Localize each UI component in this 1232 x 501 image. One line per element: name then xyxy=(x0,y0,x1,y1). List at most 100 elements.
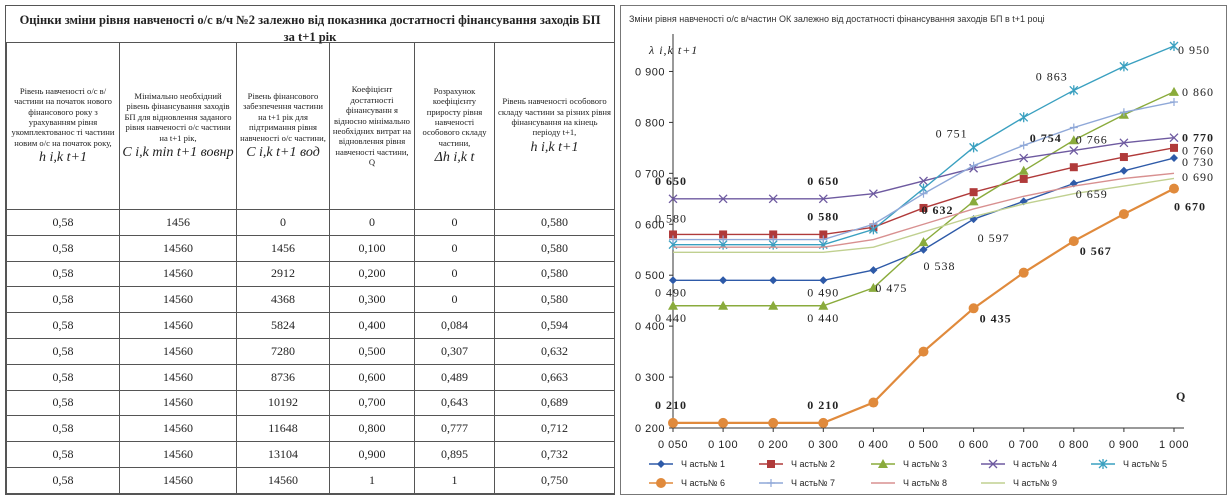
line-chart: Зміни рівня навченості о/с в/частин ОК з… xyxy=(629,14,1214,488)
legend-marker xyxy=(767,460,775,468)
data-label: 0 597 xyxy=(978,231,1010,245)
data-point xyxy=(1069,123,1078,132)
data-label: 0 670 xyxy=(1174,200,1206,214)
data-point xyxy=(819,235,828,244)
data-label: 0 650 xyxy=(655,174,687,188)
table-cell: 0,489 xyxy=(414,363,495,391)
data-point xyxy=(1119,166,1128,175)
table-cell: 7280 xyxy=(236,337,330,365)
data-point xyxy=(1169,183,1179,194)
series-line xyxy=(673,172,1175,248)
y-tick-label: 0 300 xyxy=(635,372,665,384)
table-cell: 0 xyxy=(414,209,495,236)
legend-entry: Ч асть№ 5 xyxy=(1123,459,1167,469)
table-cell: 0,580 xyxy=(494,234,615,262)
table-cell: 0,58 xyxy=(6,466,120,494)
table-cell: 2912 xyxy=(236,260,330,288)
table-row: 0,58 14560 4368 0,300 0 0,580 xyxy=(6,286,615,314)
y-tick-label: 0 900 xyxy=(635,66,665,78)
x-tick-label: 0 300 xyxy=(808,439,838,451)
table-cell: 0,58 xyxy=(6,260,120,288)
x-tick-label: 0 800 xyxy=(1059,439,1089,451)
data-point xyxy=(669,276,677,285)
data-label: 0 210 xyxy=(655,398,687,412)
table-cell: 0,58 xyxy=(6,234,120,262)
table-cell: 0,58 xyxy=(6,441,120,468)
data-point xyxy=(818,417,829,428)
legend-entry: Ч асть№ 1 xyxy=(681,459,725,469)
data-point xyxy=(668,417,678,428)
data-point xyxy=(668,300,678,310)
data-point xyxy=(1170,98,1178,107)
data-point xyxy=(669,230,677,239)
table-cell: 0,400 xyxy=(329,312,415,339)
data-point xyxy=(719,230,728,239)
data-point xyxy=(969,161,978,170)
table-cell: 0 xyxy=(329,209,415,236)
data-label: 0 632 xyxy=(922,203,954,217)
table-cell: 0,58 xyxy=(6,337,120,365)
legend-entry: Ч асть№ 7 xyxy=(791,478,835,488)
data-point xyxy=(769,230,778,239)
x-axis-label: Q xyxy=(1176,389,1186,403)
data-label: 0 580 xyxy=(807,209,839,223)
data-label: 0 490 xyxy=(807,285,839,299)
data-point xyxy=(1019,153,1029,163)
data-point xyxy=(1019,112,1029,123)
table-cell: 1456 xyxy=(236,234,330,262)
data-point xyxy=(969,188,978,197)
table-cell: 14560 xyxy=(119,415,237,443)
table-cell: 0,643 xyxy=(414,389,495,417)
table-cell: 0,500 xyxy=(329,337,415,365)
table-cell: 1456 xyxy=(119,209,237,236)
legend-marker xyxy=(656,478,666,488)
y-tick-label: 0 700 xyxy=(635,168,665,180)
table-cell: 0,58 xyxy=(6,415,120,443)
column-header: Коефіцієнт достатності фінансуванн я від… xyxy=(329,42,415,210)
x-tick-label: 0 050 xyxy=(658,439,688,451)
legend-marker xyxy=(878,459,888,468)
y-tick-label: 0 600 xyxy=(635,219,665,231)
legend-marker xyxy=(767,479,775,487)
column-header: Мінімально необхідний рівень фінансуванн… xyxy=(119,42,237,210)
table-row: 0,58 14560 10192 0,700 0,643 0,689 xyxy=(6,389,615,417)
legend-entry: Ч асть№ 4 xyxy=(1013,459,1057,469)
data-point xyxy=(1068,236,1079,247)
table-cell: 0 xyxy=(414,286,495,314)
table-cell: 1 xyxy=(414,466,495,494)
column-header: Рівень навченості особового складу части… xyxy=(494,42,615,210)
data-point xyxy=(968,196,979,206)
data-point xyxy=(868,189,878,199)
table-row: 0,58 14560 1456 0,100 0 0,580 xyxy=(6,234,615,262)
data-label: 0 650 xyxy=(807,174,839,188)
table-cell: 0,689 xyxy=(494,389,615,417)
data-point xyxy=(718,300,729,310)
data-label: 0 580 xyxy=(655,211,687,225)
table-cell: 0,732 xyxy=(494,441,615,468)
table-cell: 14560 xyxy=(119,441,237,468)
data-point xyxy=(1019,141,1028,150)
column-header: Рівень фінансового забезпечення частини … xyxy=(236,42,330,210)
table-cell: 0,58 xyxy=(6,209,120,236)
table-row: 0,58 14560 8736 0,600 0,489 0,663 xyxy=(6,363,615,391)
legend-entry: Ч асть№ 9 xyxy=(1013,478,1057,488)
x-tick-label: 0 500 xyxy=(908,439,938,451)
table-cell: 0,750 xyxy=(494,466,615,494)
table-cell: 0,307 xyxy=(414,337,495,365)
legend-marker xyxy=(1098,459,1108,469)
table-row: 0,58 1456 0 0 0 0,580 xyxy=(6,209,615,236)
legend-entry: Ч асть№ 6 xyxy=(681,478,725,488)
data-point xyxy=(1119,61,1129,72)
chart-panel: Зміни рівня навченості о/с в/частин ОК з… xyxy=(620,5,1227,495)
legend-entry: Ч асть№ 2 xyxy=(791,459,835,469)
data-point xyxy=(819,276,828,285)
table-title: Оцінки зміни рівня навченості о/с в/ч №2… xyxy=(19,13,601,44)
data-point xyxy=(969,215,978,224)
table-cell: 0,712 xyxy=(494,415,615,443)
data-label: 0 860 xyxy=(1182,85,1214,99)
data-point xyxy=(819,230,828,239)
data-point xyxy=(1170,143,1178,152)
data-point xyxy=(1119,153,1128,162)
table-cell: 0,200 xyxy=(329,260,415,288)
table-row: 0,58 14560 7280 0,500 0,307 0,632 xyxy=(6,337,615,365)
